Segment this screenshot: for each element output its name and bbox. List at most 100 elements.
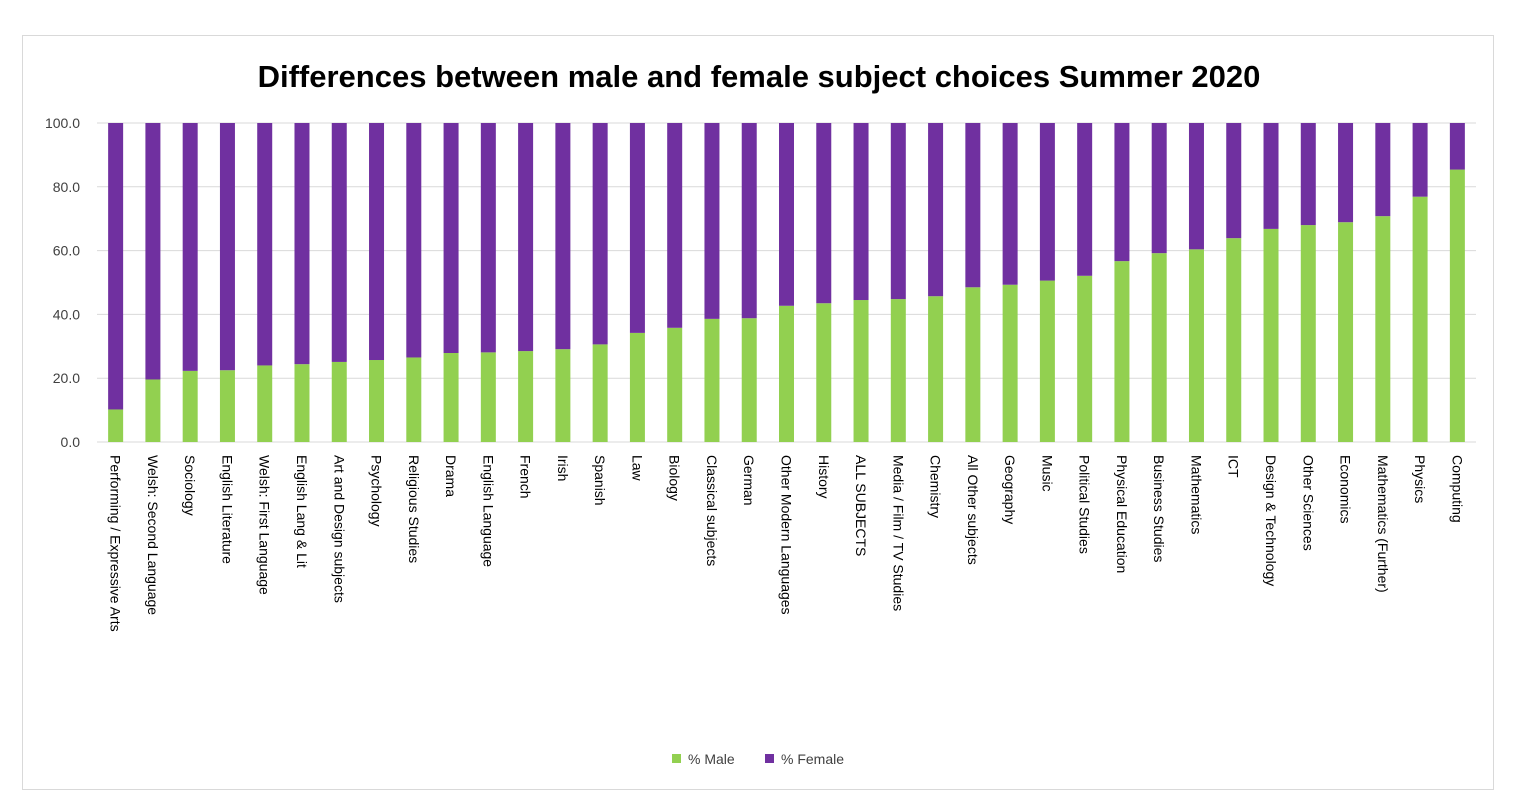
bar-female — [182, 123, 198, 371]
x-tick-label: Business Studies — [1151, 455, 1167, 562]
bar-male — [1226, 238, 1242, 442]
legend-swatch — [672, 754, 681, 763]
bar-male — [443, 352, 459, 442]
bars — [108, 123, 1465, 442]
bar-female — [965, 123, 981, 288]
bar-female — [331, 123, 347, 362]
x-tick-label: Welsh: First Language — [257, 455, 273, 595]
bar-male — [779, 305, 794, 442]
bar-male — [145, 379, 161, 442]
y-tick-label: 80.0 — [53, 179, 80, 195]
x-tick-label: Welsh: Second Language — [145, 455, 161, 615]
bar-female — [1039, 123, 1055, 281]
bar-female — [779, 123, 794, 306]
bar-male — [1114, 261, 1130, 442]
bar-female — [1338, 123, 1354, 223]
bar-female — [443, 123, 459, 353]
x-tick-label: Drama — [443, 455, 459, 497]
bar-female — [406, 123, 422, 358]
x-axis-ticks: Performing / Expressive Arts Welsh: Secon… — [108, 455, 1466, 632]
x-tick-label: French — [518, 455, 534, 499]
bar-male — [182, 370, 198, 442]
bar-female — [145, 123, 161, 380]
y-tick-label: 0.0 — [61, 434, 81, 450]
y-tick-label: 20.0 — [53, 370, 80, 386]
x-tick-label: Other Modern Languages — [779, 455, 795, 615]
bar-female — [108, 123, 124, 410]
bar-male — [1151, 253, 1167, 442]
bar-female — [257, 123, 273, 366]
bar-female — [1412, 123, 1428, 197]
bar-female — [1226, 123, 1242, 239]
bar-female — [294, 123, 310, 365]
x-tick-label: Design & Technology — [1263, 455, 1279, 586]
bar-female — [1449, 123, 1465, 170]
bar-male — [629, 332, 645, 442]
bar-female — [480, 123, 496, 353]
x-tick-label: English Language — [480, 455, 496, 567]
y-tick-label: 100.0 — [45, 115, 80, 131]
x-tick-label: English Literature — [219, 455, 235, 564]
x-tick-label: Political Studies — [1077, 455, 1093, 554]
bar-female — [1375, 123, 1391, 217]
bar-male — [331, 361, 347, 442]
x-tick-label: Psychology — [369, 455, 385, 527]
x-tick-label: Geography — [1002, 455, 1018, 524]
bar-male — [369, 360, 385, 442]
bar-male — [667, 327, 683, 442]
bar-male — [741, 318, 757, 442]
x-tick-label: Law — [629, 455, 645, 482]
bar-male — [704, 318, 720, 442]
bar-male — [890, 299, 906, 442]
bar-male — [219, 370, 235, 442]
bar-female — [555, 123, 571, 350]
bar-male — [1039, 280, 1055, 442]
bar-female — [928, 123, 944, 297]
x-tick-label: English Lang & Lit — [294, 455, 310, 568]
bar-male — [965, 287, 981, 442]
y-tick-label: 60.0 — [53, 243, 80, 259]
bar-female — [1188, 123, 1204, 250]
bar-female — [629, 123, 645, 333]
bar-female — [369, 123, 385, 361]
bar-female — [1263, 123, 1279, 229]
bar-male — [1375, 216, 1391, 442]
bar-male — [518, 351, 534, 442]
x-tick-label: ICT — [1226, 455, 1242, 478]
bar-female — [667, 123, 683, 328]
bar-female — [1300, 123, 1316, 226]
bar-female — [1114, 123, 1130, 262]
bar-male — [1300, 225, 1316, 442]
bar-male — [928, 296, 944, 442]
x-tick-label: ALL SUBJECTS — [853, 455, 869, 556]
bar-male — [108, 409, 124, 442]
x-tick-label: Mathematics (Further) — [1375, 455, 1391, 593]
x-tick-label: Performing / Expressive Arts — [108, 455, 124, 632]
bar-male — [816, 303, 832, 442]
bar-male — [1077, 275, 1093, 442]
bar-male — [406, 357, 422, 442]
bar-male — [1412, 196, 1428, 442]
legend-label: % Female — [781, 751, 844, 767]
x-tick-label: Mathematics — [1188, 455, 1204, 534]
bar-female — [741, 123, 757, 319]
x-tick-label: Physical Education — [1114, 455, 1130, 573]
x-tick-label: Media / Film / TV Studies — [890, 455, 906, 611]
bar-male — [294, 364, 310, 442]
bar-male — [1338, 222, 1354, 442]
bar-female — [518, 123, 534, 352]
bar-female — [1151, 123, 1167, 254]
bar-male — [257, 365, 273, 442]
legend-swatch — [765, 754, 774, 763]
y-axis-ticks: 0.0 20.0 40.0 60.0 80.0 100.0 — [45, 115, 80, 450]
x-tick-label: Spanish — [592, 455, 608, 506]
legend-label: % Male — [688, 751, 735, 767]
bar-female — [1077, 123, 1093, 276]
bar-female — [853, 123, 869, 301]
x-tick-label: Religious Studies — [406, 455, 422, 563]
bar-female — [816, 123, 832, 304]
x-tick-label: Sociology — [182, 455, 198, 516]
bar-male — [592, 344, 608, 442]
x-tick-label: Art and Design subjects — [331, 455, 347, 603]
bar-male — [1449, 169, 1465, 442]
